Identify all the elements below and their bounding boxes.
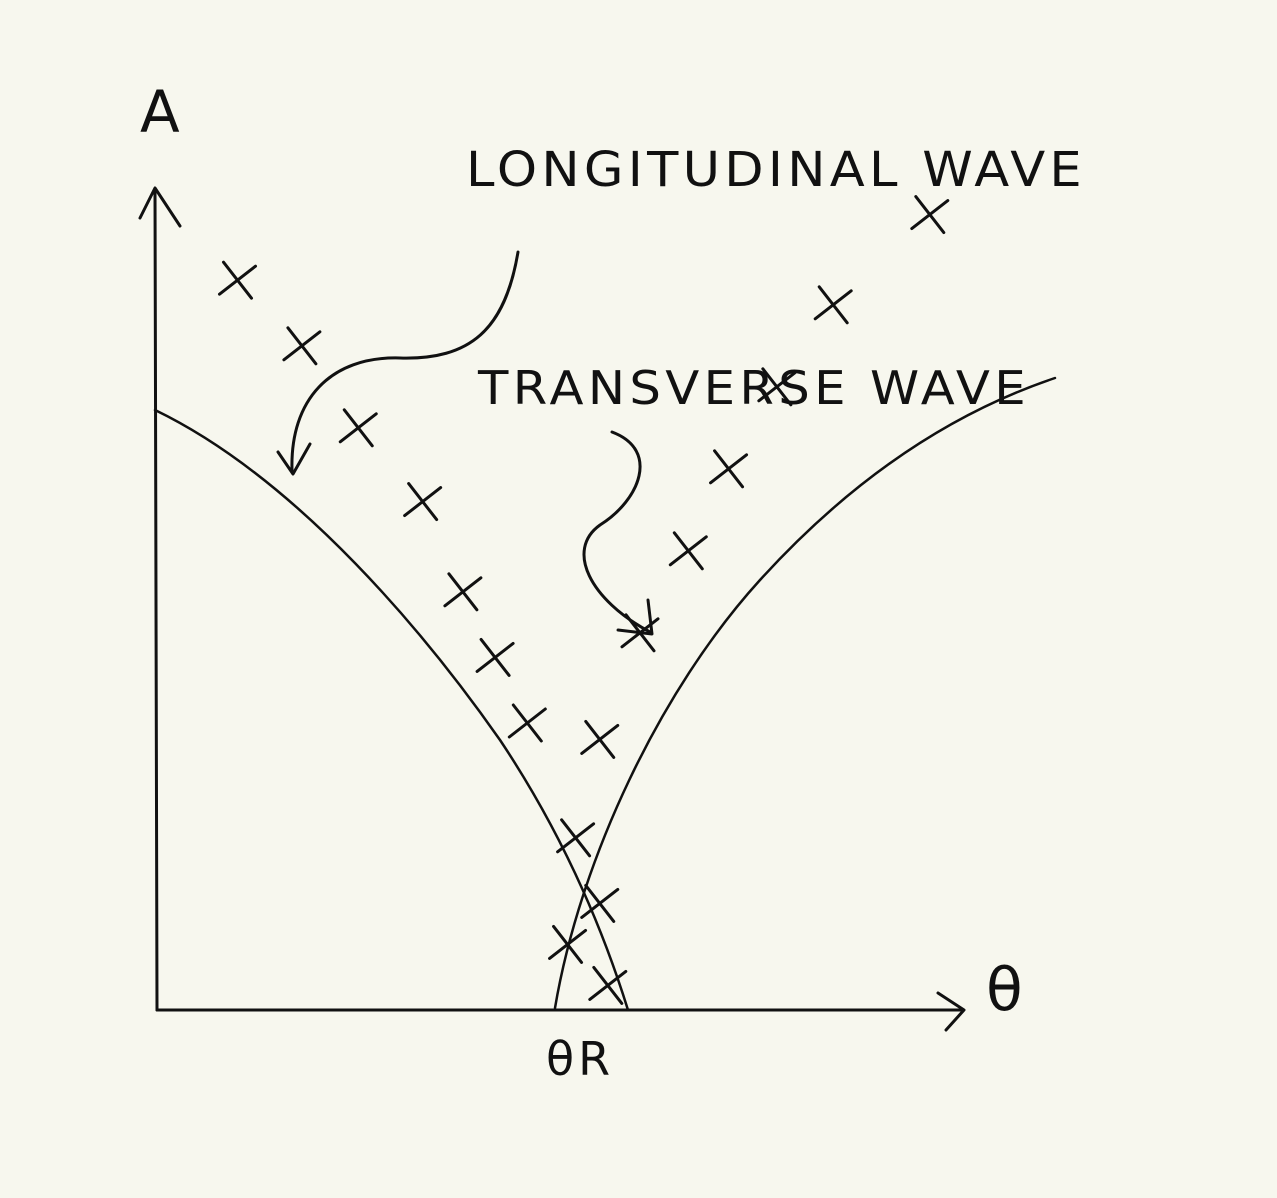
x-axis-label: θ — [986, 955, 1027, 1025]
longitudinal-wave-curve — [153, 408, 630, 1012]
longitudinal-wave-point-5 — [443, 572, 483, 612]
y-axis-label: A — [140, 78, 184, 146]
longitudinal-wave-point-4 — [403, 482, 443, 522]
transverse-wave-point-3 — [620, 613, 660, 653]
transverse-wave-point-8 — [910, 195, 950, 235]
transverse-wave-point-1 — [548, 924, 588, 964]
data-markers — [218, 195, 950, 1005]
longitudinal-wave-point-7 — [507, 703, 547, 743]
transverse-wave-arrow — [582, 430, 652, 634]
longitudinal-wave-point-10 — [588, 965, 628, 1005]
y-axis-arrowhead — [138, 186, 182, 228]
longitudinal-wave-point-1 — [218, 260, 257, 300]
transverse-wave-point-2 — [580, 719, 620, 759]
transverse-wave-label: TRANSVERSE WAVE — [477, 361, 1030, 415]
transverse-wave-point-5 — [709, 449, 749, 489]
x-tick-label: θR — [546, 1032, 614, 1086]
transverse-wave-arrowhead — [616, 598, 654, 636]
longitudinal-wave-label: LONGITUDINAL WAVE — [466, 142, 1086, 198]
transverse-wave-point-7 — [813, 285, 853, 325]
longitudinal-wave-point-3 — [338, 408, 378, 448]
transverse-wave-point-4 — [668, 531, 708, 571]
longitudinal-wave-arrow — [290, 250, 520, 472]
longitudinal-wave-point-9 — [580, 883, 620, 923]
longitudinal-wave-point-6 — [475, 637, 515, 677]
x-axis-arrowhead — [936, 991, 966, 1032]
transverse-wave-curve — [553, 376, 1057, 1010]
transverse-wave-point-6 — [757, 367, 797, 407]
y-axis — [153, 188, 159, 1012]
longitudinal-wave-point-2 — [282, 326, 322, 366]
longitudinal-wave-point-8 — [556, 818, 596, 858]
longitudinal-wave-arrowhead — [276, 442, 312, 476]
